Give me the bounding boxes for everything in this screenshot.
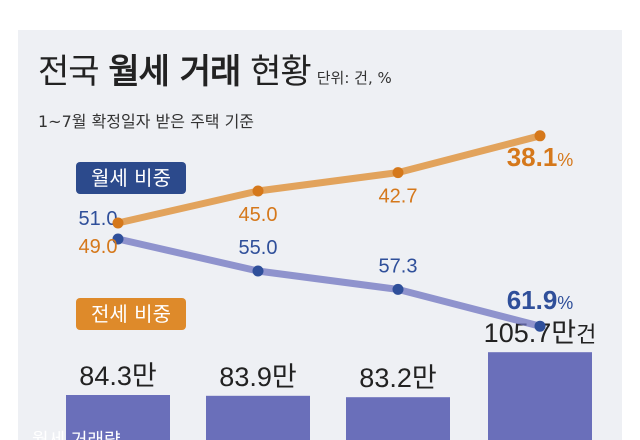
- bar-label: 83.2만: [359, 363, 436, 393]
- data-label-value: 61.9: [507, 285, 558, 315]
- legend-badge-jeonse-text: 전세 비중: [91, 302, 171, 326]
- data-point: [252, 185, 264, 197]
- bar-label-unit: 건: [576, 322, 596, 347]
- series-line-monthly: [114, 235, 544, 330]
- data-label: 51.0: [79, 208, 118, 230]
- data-point: [112, 233, 124, 245]
- title-part-1: 전국: [38, 52, 109, 92]
- data-label: 55.0: [239, 237, 278, 259]
- legend-badge-monthly-bg: [76, 162, 186, 194]
- data-label: 42.7: [379, 186, 418, 208]
- data-point: [252, 265, 264, 277]
- bar: [488, 352, 592, 440]
- bar-label: 84.3만: [79, 361, 156, 391]
- data-label-unit: %: [557, 293, 573, 313]
- data-point: [112, 217, 124, 229]
- bar: [66, 395, 170, 440]
- data-label: 57.3: [379, 255, 418, 277]
- data-label-unit: %: [557, 150, 573, 170]
- data-label: 38.1%: [507, 142, 574, 172]
- bar: [206, 395, 310, 440]
- series-line-jeonse: [114, 132, 544, 227]
- title-part-2: 현황: [240, 52, 312, 92]
- page-title: 전국 월세 거래 현황 단위: 건, %: [38, 44, 392, 93]
- legend-badge-jeonse-bg: [76, 298, 186, 330]
- data-point: [392, 167, 404, 179]
- data-label: 49.0: [79, 236, 118, 258]
- data-label-value: 38.1: [507, 142, 558, 172]
- infographic-card: 전국 월세 거래 현황 단위: 건, % 1~7월 확정일자 받은 주택 기준 8…: [18, 30, 622, 440]
- bar-series-label: 월세 거래량: [32, 430, 121, 440]
- data-point: [534, 320, 546, 332]
- legend-badge-monthly-text: 월세 비중: [91, 166, 171, 190]
- data-point: [392, 283, 404, 295]
- bar: [346, 397, 450, 440]
- subtitle: 1~7월 확정일자 받은 주택 기준: [38, 112, 255, 131]
- bar-label: 83.9만: [219, 362, 296, 392]
- data-label: 61.9%: [507, 285, 574, 315]
- data-label: 45.0: [239, 204, 278, 226]
- unit-label: 단위: 건, %: [316, 69, 392, 87]
- data-point: [534, 130, 546, 142]
- title-bold: 월세 거래: [108, 52, 241, 92]
